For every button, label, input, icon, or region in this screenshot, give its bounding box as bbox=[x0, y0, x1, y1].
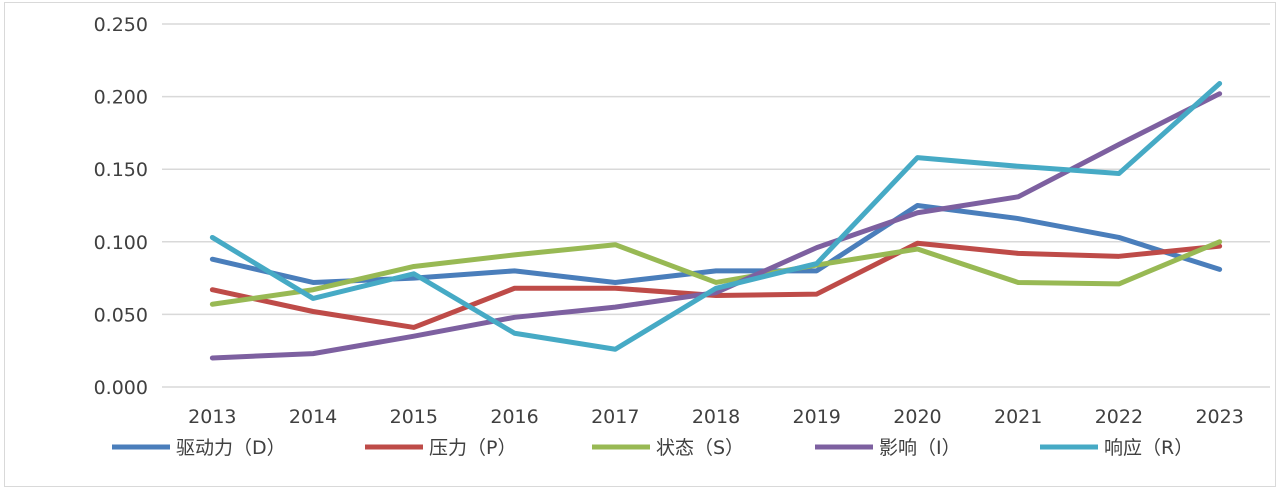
x-tick-label: 2020 bbox=[893, 406, 941, 428]
x-tick-label: 2015 bbox=[390, 406, 438, 428]
legend-label: 压力（P） bbox=[429, 437, 516, 459]
x-tick-label: 2022 bbox=[1095, 406, 1143, 428]
y-tick-label: 0.050 bbox=[94, 304, 148, 326]
y-tick-label: 0.150 bbox=[94, 159, 148, 181]
legend-label: 响应（R） bbox=[1104, 437, 1193, 459]
legend-label: 影响（I） bbox=[879, 437, 961, 459]
x-tick-label: 2016 bbox=[490, 406, 538, 428]
y-tick-label: 0.200 bbox=[94, 87, 148, 109]
series-line-4 bbox=[209, 81, 1223, 352]
y-tick-label: 0.100 bbox=[94, 232, 148, 254]
chart-frame bbox=[4, 2, 1276, 487]
x-tick-label: 2014 bbox=[289, 406, 337, 428]
y-tick-label: 0.000 bbox=[94, 377, 148, 399]
x-tick-label: 2013 bbox=[188, 406, 236, 428]
legend-label: 状态（S） bbox=[656, 437, 744, 459]
legend-label: 驱动力（D） bbox=[176, 437, 286, 459]
x-tick-label: 2017 bbox=[591, 406, 639, 428]
x-tick-label: 2018 bbox=[692, 406, 740, 428]
y-tick-label: 0.250 bbox=[94, 14, 148, 36]
x-tick-label: 2019 bbox=[793, 406, 841, 428]
x-tick-label: 2023 bbox=[1195, 406, 1243, 428]
x-tick-label: 2021 bbox=[994, 406, 1042, 428]
